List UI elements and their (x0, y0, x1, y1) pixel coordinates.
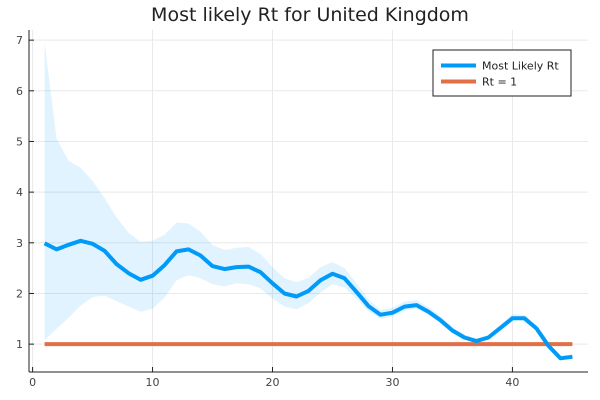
x-tick-label-30: 30 (385, 376, 399, 389)
legend: Most Likely Rt Rt = 1 (432, 49, 572, 97)
chart-title: Most likely Rt for United Kingdom (151, 4, 469, 26)
x-tick-label-20: 20 (266, 376, 280, 389)
confidence-band (44, 42, 573, 360)
y-tick-label-2: 2 (16, 287, 23, 300)
legend-box (432, 49, 572, 97)
legend-label-rt-1: Rt = 1 (482, 76, 517, 89)
y-tick-label-7: 7 (16, 34, 23, 47)
x-tick-label-0: 0 (29, 376, 36, 389)
x-tick-label-40: 40 (505, 376, 519, 389)
y-tick-label-1: 1 (16, 338, 23, 351)
y-tick-label-5: 5 (16, 135, 23, 148)
y-tick-label-6: 6 (16, 85, 23, 98)
x-tick-label-10: 10 (146, 376, 160, 389)
confidence-band-group (44, 42, 573, 360)
series-lines (43, 238, 573, 361)
tick-labels: 0 10 20 30 40 1 2 3 4 5 6 7 (16, 34, 519, 389)
series-line-most-likely-rt (43, 238, 573, 361)
y-tick-label-4: 4 (16, 186, 23, 199)
legend-label-most-likely-rt: Most Likely Rt (482, 60, 559, 73)
y-tick-label-3: 3 (16, 237, 23, 250)
axes (28, 30, 588, 373)
